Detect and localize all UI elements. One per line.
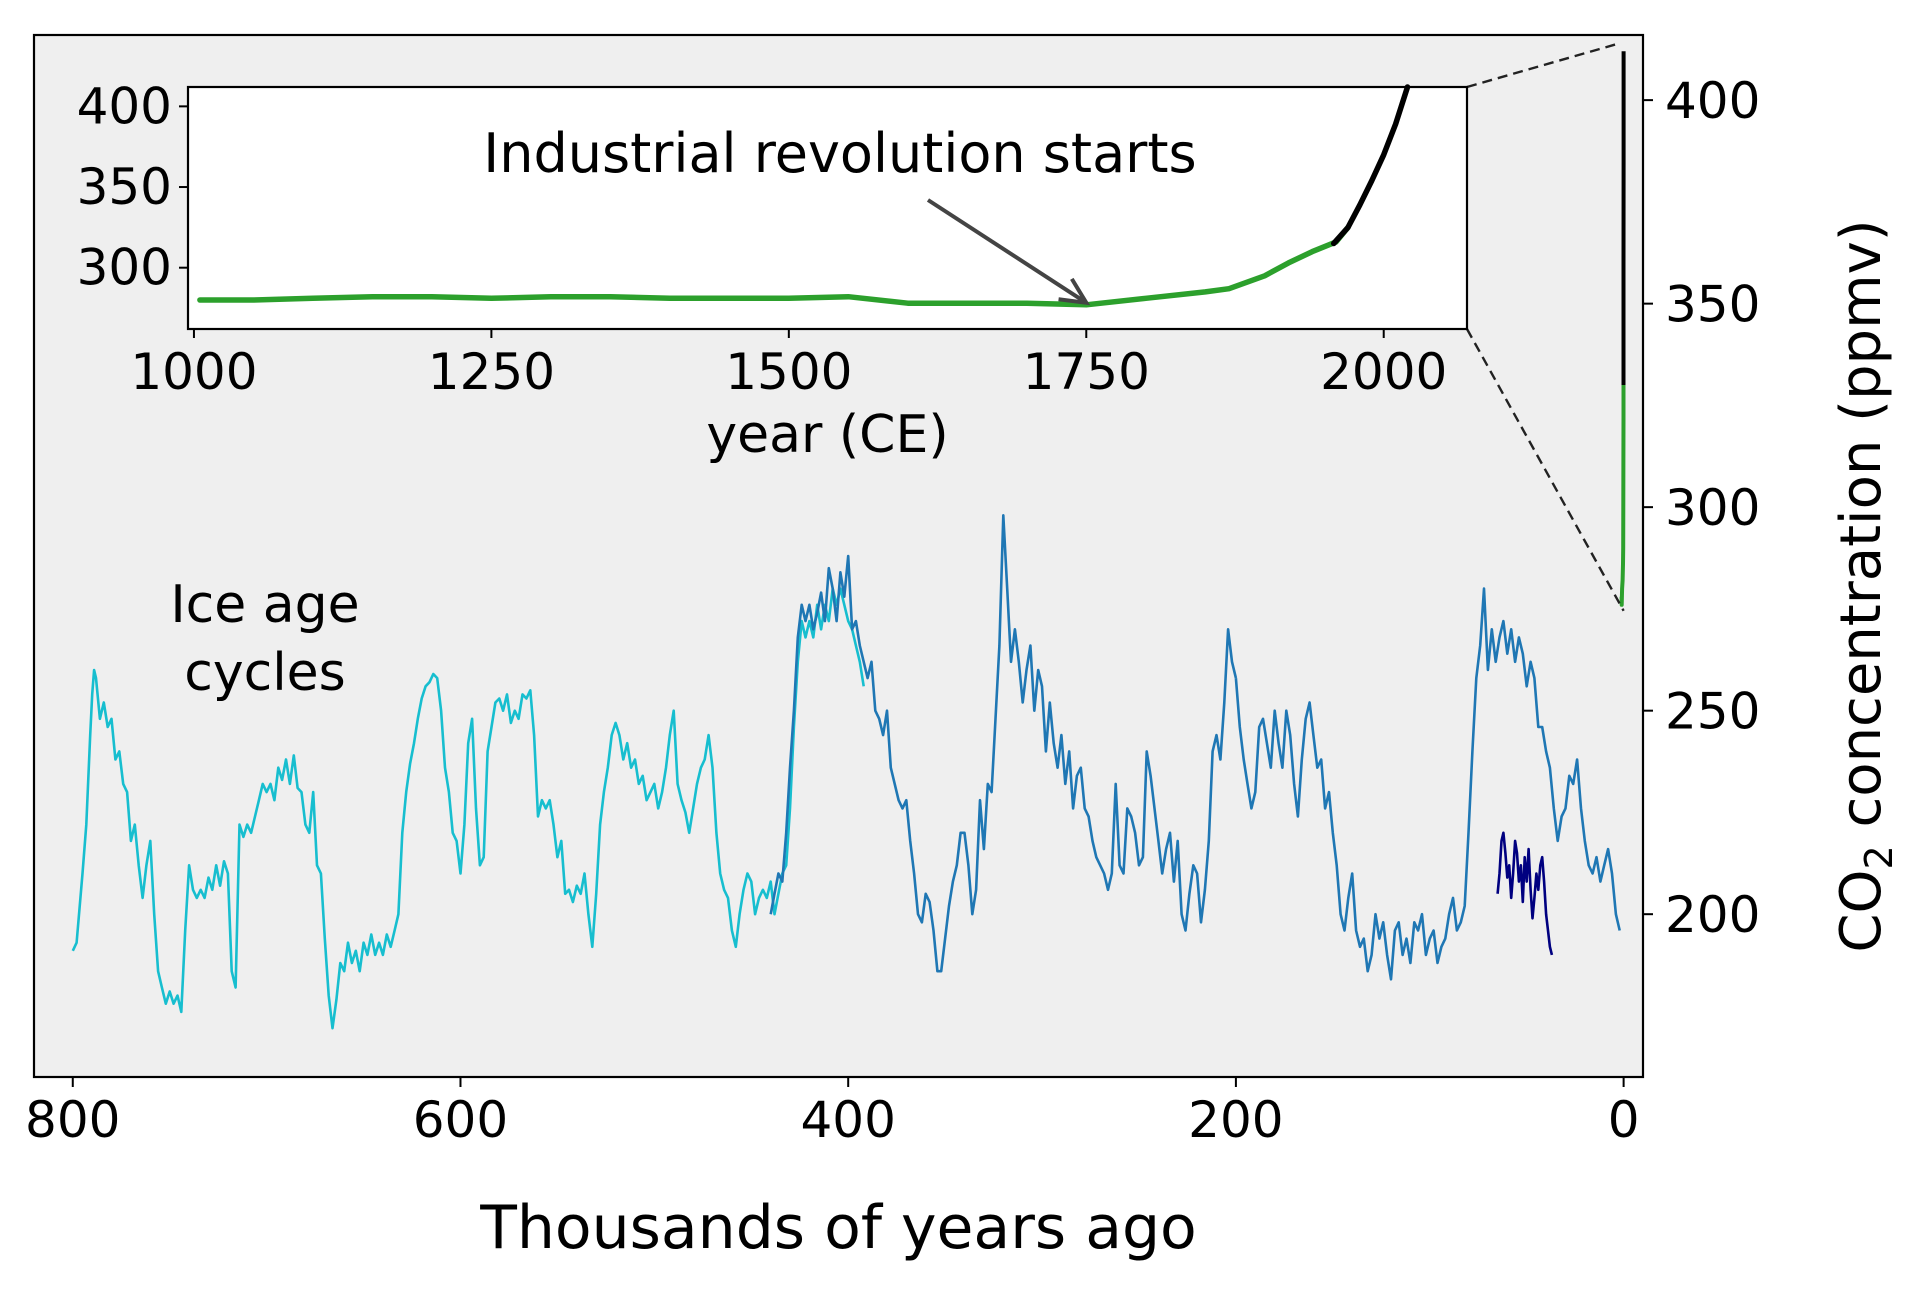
main-y-tick-label: 300 — [1665, 479, 1760, 537]
main-y-axis-title: CO2 concentration (ppmv) — [1829, 219, 1901, 952]
inset-x-tick-label: 1000 — [130, 343, 257, 401]
inset-y-tick-label: 400 — [77, 77, 172, 135]
annotation-arrow-head — [1058, 277, 1091, 306]
main-x-tick-label: 200 — [1188, 1091, 1283, 1149]
main-series-line-2 — [1496, 831, 1554, 956]
main-x-tick-label: 0 — [1608, 1091, 1640, 1149]
inset-y-tick-label: 350 — [77, 158, 172, 216]
zoom-connector-bottom — [1465, 328, 1625, 612]
inset-y-tick-label: 300 — [77, 239, 172, 297]
main-y-tick-label: 350 — [1665, 276, 1760, 334]
inset-series-line-0 — [197, 224, 1351, 308]
main-y-tick-label: 200 — [1665, 886, 1760, 944]
main-series-line-1-b — [1234, 587, 1621, 981]
annotation-arrow-shaft — [926, 198, 1088, 305]
main-x-tick-label: 400 — [800, 1091, 895, 1149]
main-x-axis-title: Thousands of years ago — [479, 1193, 1197, 1263]
inset-x-axis-title: year (CE) — [706, 405, 948, 465]
inset-x-tick-label: 1250 — [428, 343, 555, 401]
inset-frame — [186, 85, 1469, 331]
inset-series-line-1 — [1330, 84, 1411, 247]
zoom-connector-top — [1466, 42, 1620, 89]
industrial-revolution-annotation: Industrial revolution starts — [483, 122, 1196, 185]
ice-age-annotation-line: cycles — [184, 643, 345, 703]
main-x-tick-label: 600 — [413, 1091, 508, 1149]
ice-age-annotation-line: Ice age — [170, 575, 359, 635]
main-series-line-3 — [1619, 385, 1626, 607]
inset-x-tick-label: 2000 — [1320, 343, 1447, 401]
main-x-tick-label: 800 — [25, 1091, 120, 1149]
inset-x-tick-label: 1750 — [1023, 343, 1150, 401]
main-series-line-1 — [769, 514, 1238, 973]
main-series-line-0 — [71, 587, 865, 1030]
inset-x-tick-label: 1500 — [725, 343, 852, 401]
main-y-tick-label: 250 — [1665, 683, 1760, 741]
inset-plot-area: 1000 1250 1500 1750 2000 300 350 400 year (CE) In… — [77, 42, 1625, 612]
main-y-tick-label: 400 — [1665, 72, 1760, 130]
